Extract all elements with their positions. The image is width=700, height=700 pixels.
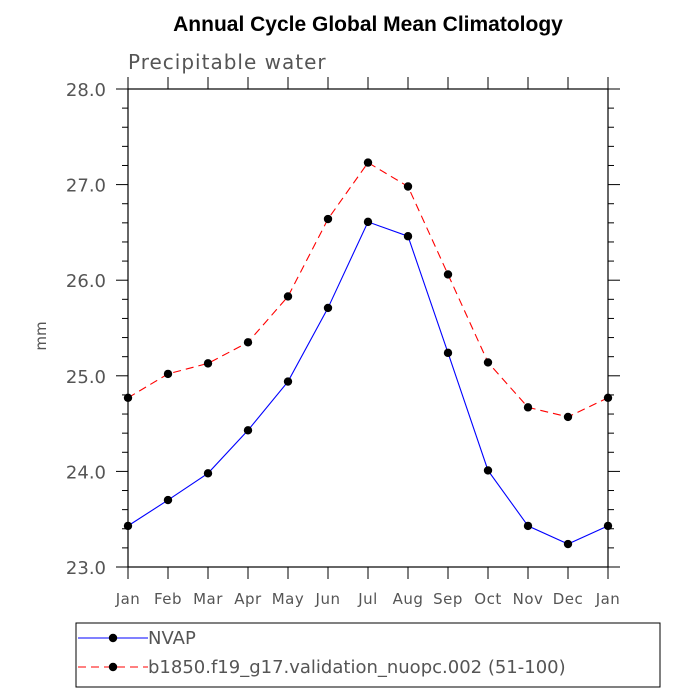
series-1-point xyxy=(523,403,533,412)
y-tick-label: 25.0 xyxy=(66,367,106,388)
series-line-0 xyxy=(127,221,609,545)
legend-label-nvap: NVAP xyxy=(148,628,196,649)
x-tick-label: Sep xyxy=(433,590,463,608)
y-tick-labels: 23.0 24.0 25.0 26.0 27.0 28.0 xyxy=(66,80,106,579)
series-0-point xyxy=(123,521,133,531)
legend: NVAP b1850.f19_g17.validation_nuopc.002 … xyxy=(75,622,661,688)
chart-title: Annual Cycle Global Mean Climatology xyxy=(173,13,563,36)
series-0-point xyxy=(283,377,293,386)
series-0-point xyxy=(523,521,533,531)
y-tick-label: 27.0 xyxy=(66,176,106,197)
y-tick-label: 28.0 xyxy=(66,80,106,101)
legend-marker-nvap xyxy=(108,633,118,643)
x-tick-label: Jul xyxy=(357,590,378,608)
series-0-point xyxy=(603,521,613,531)
series-1-point xyxy=(563,412,573,422)
series-1-point xyxy=(283,292,293,301)
x-tick-label: Oct xyxy=(474,590,501,608)
series-0-point xyxy=(363,217,373,227)
series-1-point xyxy=(203,359,213,368)
axis-ticks xyxy=(116,77,620,579)
series-0-point xyxy=(483,466,493,475)
series-1-point xyxy=(323,214,333,224)
series-0-point xyxy=(323,303,333,313)
series-1-point xyxy=(363,158,373,167)
series-0-point xyxy=(163,495,173,505)
series-layer xyxy=(123,158,613,549)
chart-subtitle: Precipitable water xyxy=(128,50,327,74)
x-tick-label: Dec xyxy=(553,590,584,608)
series-0-point xyxy=(203,469,213,478)
legend-marker-model xyxy=(108,662,118,672)
x-tick-labels: Jan Feb Mar Apr May Jun Jul Aug Sep Oct Nov Dec Jan xyxy=(115,590,621,608)
series-1-point xyxy=(243,338,253,347)
x-tick-label: Jan xyxy=(115,590,141,608)
series-1-point xyxy=(123,393,133,402)
x-tick-label: Mar xyxy=(193,590,223,608)
series-0-point xyxy=(443,348,453,358)
x-tick-label: May xyxy=(272,590,305,608)
x-tick-label: Jan xyxy=(595,590,621,608)
legend-label-model: b1850.f19_g17.validation_nuopc.002 (51-1… xyxy=(148,657,566,678)
x-tick-label: Aug xyxy=(393,590,424,608)
series-1-point xyxy=(603,393,613,402)
series-1-point xyxy=(483,358,493,367)
series-1-point xyxy=(403,182,413,191)
legend-box xyxy=(75,622,661,688)
y-tick-label: 23.0 xyxy=(66,558,106,579)
series-1-point xyxy=(163,369,173,379)
x-tick-label: Feb xyxy=(154,590,182,608)
series-line-1 xyxy=(127,161,609,418)
series-0-point xyxy=(563,539,573,549)
x-tick-label: Jun xyxy=(315,590,341,608)
y-tick-label: 26.0 xyxy=(66,271,106,292)
series-1-point xyxy=(443,270,453,279)
series-0-point xyxy=(243,426,253,435)
x-tick-label: Nov xyxy=(513,590,544,608)
series-0-point xyxy=(403,232,413,241)
y-tick-label: 24.0 xyxy=(66,462,106,483)
y-axis-label: mm xyxy=(32,321,50,350)
x-tick-label: Apr xyxy=(234,590,262,608)
